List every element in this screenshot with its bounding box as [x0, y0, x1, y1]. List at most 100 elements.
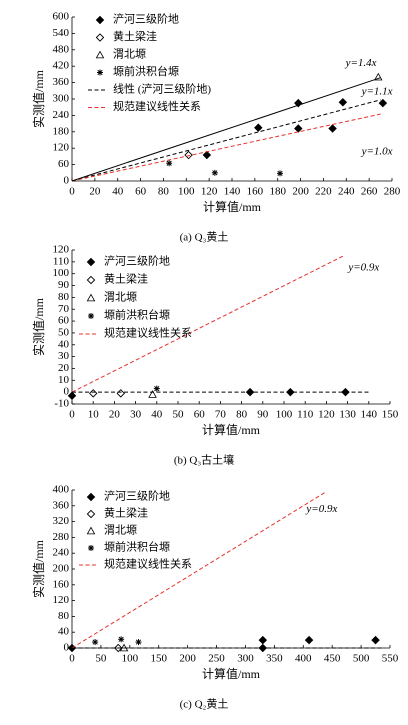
y-tick-label: 80: [58, 610, 70, 622]
y-tick-label: 240: [53, 547, 70, 559]
marker-diamond: [184, 150, 193, 160]
x-tick-label: 10: [88, 409, 100, 421]
marker-diamond: [86, 275, 96, 285]
legend-item: 浐河三级阶地: [95, 12, 179, 26]
x-tick-label: 20: [109, 409, 121, 421]
x-tick-label: 220: [315, 186, 332, 198]
marker-diamond: [294, 124, 303, 133]
caption: (c) Q₂黄土: [180, 697, 229, 711]
x-tick-label: 240: [338, 186, 355, 198]
x-tick-label: 450: [324, 653, 341, 665]
y-tick-label: 100: [53, 267, 70, 279]
y-axis-label: 实测值/mm: [31, 539, 46, 598]
marker-diamond: [86, 257, 96, 267]
marker-diamond: [378, 98, 388, 108]
y-tick-label: 70: [58, 303, 70, 315]
legend-label: 规范建议线性关系: [104, 557, 192, 571]
x-tick-label: 150: [382, 409, 399, 421]
x-tick-label: 50: [95, 653, 107, 665]
x-tick-label: 80: [158, 186, 170, 198]
y-tick-label: 20: [58, 362, 70, 374]
asterisk-stroke: [97, 69, 103, 76]
x-tick-label: 20: [89, 186, 101, 198]
y-tick-label: -10: [54, 398, 69, 410]
x-tick-label: 100: [122, 653, 139, 665]
marker-asterisk: [211, 169, 218, 176]
x-tick-label: 30: [130, 409, 142, 421]
legend-item: 浐河三级阶地: [86, 254, 170, 268]
y-tick-label: 180: [53, 125, 70, 137]
marker-diamond: [338, 98, 348, 107]
x-tick-label: 0: [69, 409, 75, 421]
x-tick-label: 120: [318, 409, 335, 421]
y-tick-label: 0: [64, 175, 70, 187]
x-tick-label: 300: [237, 653, 254, 665]
x-tick-label: 70: [215, 409, 227, 421]
x-tick-label: 0: [69, 186, 75, 198]
marker-asterisk: [153, 385, 160, 392]
y-tick-label: 80: [58, 291, 70, 303]
x-tick-label: 50: [173, 409, 185, 421]
fit-line: [71, 77, 381, 182]
marker-diamond: [304, 635, 314, 645]
y-tick-label: 160: [53, 578, 70, 590]
legend-label: 渭北塬: [104, 291, 137, 304]
marker-diamond: [114, 643, 123, 653]
marker-diamond: [328, 124, 337, 133]
x-tick-label: 120: [201, 186, 218, 198]
x-tick-label: 550: [382, 653, 399, 665]
marker-triangle: [86, 526, 96, 535]
legend-item: 规范建议线性关系: [88, 99, 201, 113]
legend-label: 规范建议线性关系: [104, 326, 192, 340]
marker-triangle: [86, 293, 96, 302]
legend-item: 渭北塬: [95, 48, 146, 61]
legend-item: 渭北塬: [86, 291, 137, 304]
asterisk-stroke: [88, 313, 94, 319]
legend-item: 塬前洪积台塬: [88, 308, 170, 322]
x-tick-label: 90: [257, 409, 269, 421]
marker-asterisk: [88, 313, 94, 319]
y-tick-label: 320: [53, 515, 70, 527]
asterisk-stroke: [212, 170, 218, 176]
marker-triangle: [148, 390, 157, 398]
line-annotation: y=1.0x: [361, 146, 393, 158]
y-tick-label: 300: [53, 93, 70, 105]
x-tick-label: 260: [361, 186, 378, 198]
y-tick-label: 600: [53, 11, 70, 23]
x-tick-label: 200: [179, 653, 196, 665]
marker-asterisk: [277, 170, 283, 177]
asterisk-stroke: [166, 160, 172, 166]
legend-item: 黄土梁洼: [86, 272, 148, 286]
legend-label: 黄土梁洼: [104, 506, 148, 520]
marker-diamond: [202, 150, 212, 160]
marker-asterisk: [97, 69, 103, 76]
marker-diamond: [88, 389, 98, 398]
caption: (a) Q₃黄土: [180, 230, 229, 244]
y-axis-label: 实测值/mm: [31, 297, 46, 356]
x-tick-label: 160: [247, 186, 264, 198]
line-annotation: y=0.9x: [347, 261, 379, 273]
marker-triangle: [374, 72, 383, 81]
x-tick-label: 0: [69, 653, 75, 665]
fit-line: [71, 491, 327, 649]
y-tick-label: 90: [58, 279, 70, 291]
y-tick-label: 0: [64, 642, 70, 654]
x-tick-label: 110: [297, 409, 314, 421]
y-tick-label: 480: [53, 43, 70, 55]
x-tick-label: 40: [112, 186, 124, 198]
marker-asterisk: [118, 636, 125, 643]
y-tick-label: 540: [53, 27, 70, 39]
marker-diamond: [258, 635, 268, 645]
fit-line: [71, 99, 381, 182]
x-tick-label: 130: [339, 409, 356, 421]
marker-asterisk: [135, 639, 142, 646]
legend-label: 浐河三级阶地: [104, 489, 170, 503]
x-tick-label: 100: [178, 186, 195, 198]
x-tick-label: 60: [194, 409, 206, 421]
y-axis-label: 实测值/mm: [31, 69, 46, 128]
x-tick-label: 80: [236, 409, 248, 421]
legend-item: 塬前洪积台塬: [88, 540, 170, 554]
asterisk-stroke: [118, 636, 124, 642]
